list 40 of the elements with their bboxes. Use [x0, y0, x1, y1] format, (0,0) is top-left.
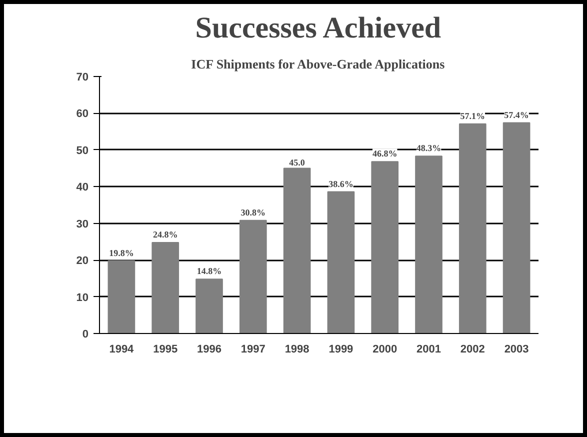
- y-tick-label: 10: [76, 292, 89, 304]
- chart-title: Successes Achieved: [195, 12, 442, 44]
- bar: [502, 122, 530, 334]
- x-tick-label: 2002: [460, 344, 485, 356]
- data-label: 57.1%: [460, 110, 486, 121]
- bar: [196, 278, 223, 334]
- data-label: 19.8%: [109, 248, 134, 258]
- y-tick-label: 0: [82, 328, 89, 340]
- x-tick-label: 1994: [109, 344, 135, 356]
- x-tick-label: 1998: [284, 344, 310, 356]
- data-label: 30.8%: [240, 207, 266, 218]
- x-tick-label: 1997: [240, 344, 266, 356]
- x-tick-label: 1995: [153, 344, 178, 356]
- y-tick-label: 50: [76, 144, 89, 157]
- y-tick-label: 30: [76, 218, 89, 230]
- bar: [283, 168, 311, 334]
- y-tick-label: 40: [76, 182, 89, 194]
- bar: [239, 220, 267, 334]
- y-tick-label: 20: [76, 255, 89, 268]
- data-label: 57.4%: [504, 110, 529, 120]
- x-tick-label: 1996: [197, 344, 222, 356]
- x-tick-label: 2000: [372, 344, 398, 356]
- x-tick-label: 1999: [328, 344, 354, 356]
- x-tick-label: 2001: [416, 344, 441, 356]
- bar: [152, 242, 180, 334]
- bar: [371, 161, 399, 334]
- x-tick-label: 2003: [504, 344, 529, 356]
- data-label: 14.8%: [196, 266, 222, 276]
- chart-subtitle: ICF Shipments for Above-Grade Applications: [191, 56, 445, 72]
- bar: [108, 260, 136, 334]
- bar: [458, 123, 486, 334]
- data-label: 48.3%: [416, 143, 442, 154]
- data-label: 24.8%: [152, 229, 178, 240]
- y-tick-label: 60: [76, 108, 89, 120]
- bar: [327, 191, 355, 334]
- y-tick-label: 70: [76, 72, 89, 84]
- data-label: 46.8%: [372, 148, 398, 159]
- data-label: 45.0: [289, 157, 306, 168]
- data-label: 38.6%: [328, 178, 354, 189]
- bar: [415, 156, 442, 334]
